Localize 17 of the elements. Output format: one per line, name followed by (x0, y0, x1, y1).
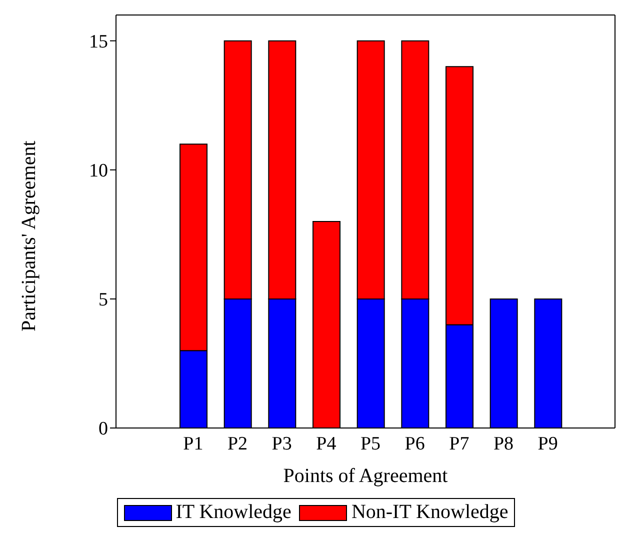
x-tick-label: P7 (449, 433, 470, 454)
y-axis-title: Participants' Agreement (18, 140, 40, 332)
legend-label: IT Knowledge (174, 501, 292, 524)
x-axis-title: Points of Agreement (283, 465, 448, 487)
x-tick-label: P1 (183, 433, 204, 454)
x-tick-label: P5 (360, 433, 381, 454)
x-tick-label: P8 (493, 433, 514, 454)
y-tick-label: 0 (98, 418, 108, 440)
x-tick-label: P4 (316, 433, 337, 454)
y-tick-label: 15 (89, 32, 108, 53)
x-tick-label: P2 (227, 433, 248, 454)
x-tick-label: P9 (538, 433, 558, 454)
x-tick-label: P3 (272, 433, 292, 454)
legend-label: Non-IT Knowledge (350, 501, 508, 524)
y-tick-label: 5 (98, 290, 108, 311)
x-tick-label: P6 (404, 433, 425, 454)
y-tick-label: 10 (89, 160, 108, 182)
